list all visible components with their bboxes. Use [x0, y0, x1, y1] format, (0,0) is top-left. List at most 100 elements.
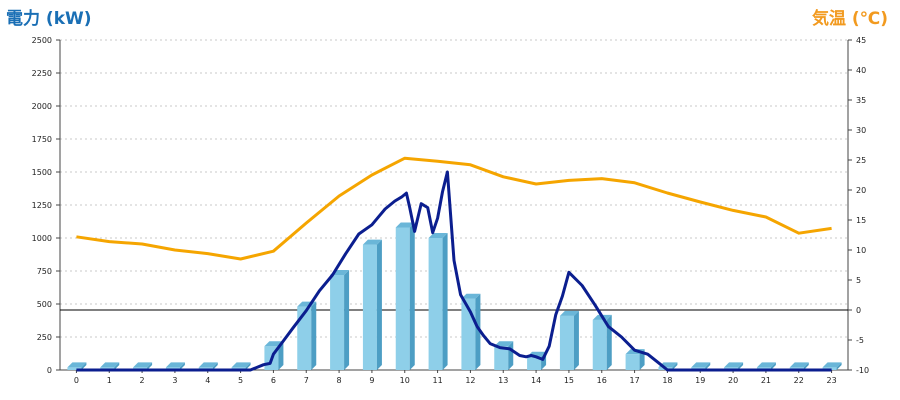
left-tick-label-1000: 1000 — [32, 234, 52, 243]
left-tick-label-0: 0 — [47, 366, 52, 375]
x-tick-label-2: 2 — [140, 376, 145, 385]
x-tick-label-7: 7 — [304, 376, 309, 385]
power-bar-0 — [67, 362, 87, 370]
power-bar-top-0 — [67, 362, 87, 368]
power-bar-side-10 — [409, 222, 415, 370]
left-tick-label-2500: 2500 — [32, 36, 52, 45]
tick-labels: 02505007501000125015001750200022502500-1… — [32, 36, 869, 385]
right-tick-label-40: 40 — [856, 66, 866, 75]
power-bar-side-11 — [442, 233, 448, 370]
power-bar-top-5 — [231, 362, 251, 368]
x-tick-label-1: 1 — [107, 376, 112, 385]
power-bar-side-3 — [179, 362, 185, 370]
x-tick-label-6: 6 — [271, 376, 276, 385]
power-bar-top-20 — [724, 362, 744, 368]
left-tick-label-250: 250 — [37, 333, 52, 342]
x-tick-label-13: 13 — [498, 376, 508, 385]
power-bar-top-12 — [461, 293, 481, 299]
power-bar-side-18 — [672, 362, 678, 370]
power-bar-side-12 — [475, 293, 481, 370]
x-tick-label-22: 22 — [794, 376, 804, 385]
x-tick-label-10: 10 — [400, 376, 410, 385]
right-tick-label-15: 15 — [856, 216, 866, 225]
x-tick-label-15: 15 — [564, 376, 574, 385]
power-bar-12 — [461, 293, 481, 370]
power-bar-top-15 — [559, 310, 579, 316]
x-tick-label-8: 8 — [337, 376, 342, 385]
x-tick-label-5: 5 — [238, 376, 243, 385]
power-bar-side-21 — [770, 362, 776, 370]
right-tick-label-0: 0 — [856, 306, 861, 315]
power-bar-side-15 — [573, 310, 579, 370]
x-tick-label-0: 0 — [74, 376, 79, 385]
power-bar-side-20 — [738, 362, 744, 370]
left-tick-label-2000: 2000 — [32, 102, 52, 111]
power-bars — [67, 222, 842, 370]
power-bar-front-9 — [362, 244, 377, 370]
power-bar-side-5 — [245, 362, 251, 370]
right-axis-label: 気温 (℃) — [811, 9, 888, 29]
power-bar-front-7 — [297, 306, 312, 370]
power-bar-front-10 — [395, 227, 410, 370]
power-bar-front-13 — [494, 346, 509, 370]
power-bar-top-19 — [691, 362, 711, 368]
power-bar-side-0 — [81, 362, 87, 370]
power-bar-side-9 — [376, 239, 382, 370]
power-bar-front-17 — [625, 354, 640, 370]
right-tick-label--10: -10 — [856, 366, 869, 375]
left-tick-label-1750: 1750 — [32, 135, 52, 144]
right-tick-label-45: 45 — [856, 36, 866, 45]
power-bar-side-13 — [508, 341, 514, 370]
power-bar-top-21 — [756, 362, 776, 368]
power-bar-top-4 — [198, 362, 218, 368]
power-bar-11 — [428, 233, 448, 370]
power-bar-top-11 — [428, 233, 448, 238]
power-bar-16 — [592, 314, 612, 370]
x-tick-label-4: 4 — [205, 376, 210, 385]
power-bar-top-9 — [362, 239, 382, 245]
right-tick-label-25: 25 — [856, 156, 866, 165]
power-bar-top-10 — [395, 222, 415, 228]
x-tick-label-12: 12 — [465, 376, 475, 385]
left-tick-label-2250: 2250 — [32, 69, 52, 78]
power-bar-front-16 — [592, 319, 607, 370]
power-bar-front-14 — [527, 356, 542, 370]
x-tick-label-9: 9 — [369, 376, 374, 385]
x-tick-label-21: 21 — [761, 376, 771, 385]
right-tick-label--5: -5 — [856, 336, 864, 345]
right-tick-label-35: 35 — [856, 96, 866, 105]
power-line — [76, 170, 832, 372]
grid-lines — [60, 39, 848, 338]
power-bar-15 — [559, 310, 579, 370]
power-bar-front-0 — [67, 367, 82, 370]
power-bar-front-11 — [428, 238, 443, 370]
power-bar-side-2 — [147, 362, 153, 370]
right-tick-label-5: 5 — [856, 276, 861, 285]
power-bar-side-19 — [705, 362, 711, 370]
right-tick-label-10: 10 — [856, 246, 866, 255]
power-bar-front-8 — [330, 274, 345, 370]
power-bar-10 — [395, 222, 415, 370]
power-bar-top-23 — [822, 362, 842, 368]
power-bar-side-23 — [836, 362, 842, 370]
x-tick-label-3: 3 — [172, 376, 177, 385]
x-tick-label-16: 16 — [597, 376, 607, 385]
left-tick-label-1250: 1250 — [32, 201, 52, 210]
power-bar-side-1 — [114, 362, 120, 370]
x-tick-label-17: 17 — [629, 376, 639, 385]
axes — [56, 39, 852, 373]
power-bar-side-22 — [803, 362, 809, 370]
right-tick-label-20: 20 — [856, 186, 866, 195]
x-tick-label-23: 23 — [826, 376, 836, 385]
power-bar-side-6 — [278, 341, 284, 370]
left-tick-label-750: 750 — [37, 267, 52, 276]
power-bar-top-2 — [133, 362, 153, 368]
x-tick-label-20: 20 — [728, 376, 738, 385]
power-bar-top-13 — [494, 341, 514, 347]
power-bar-top-22 — [789, 362, 809, 368]
x-tick-label-19: 19 — [695, 376, 705, 385]
power-bar-side-4 — [212, 362, 218, 370]
series-lines — [76, 156, 832, 372]
power-bar-9 — [362, 239, 382, 370]
